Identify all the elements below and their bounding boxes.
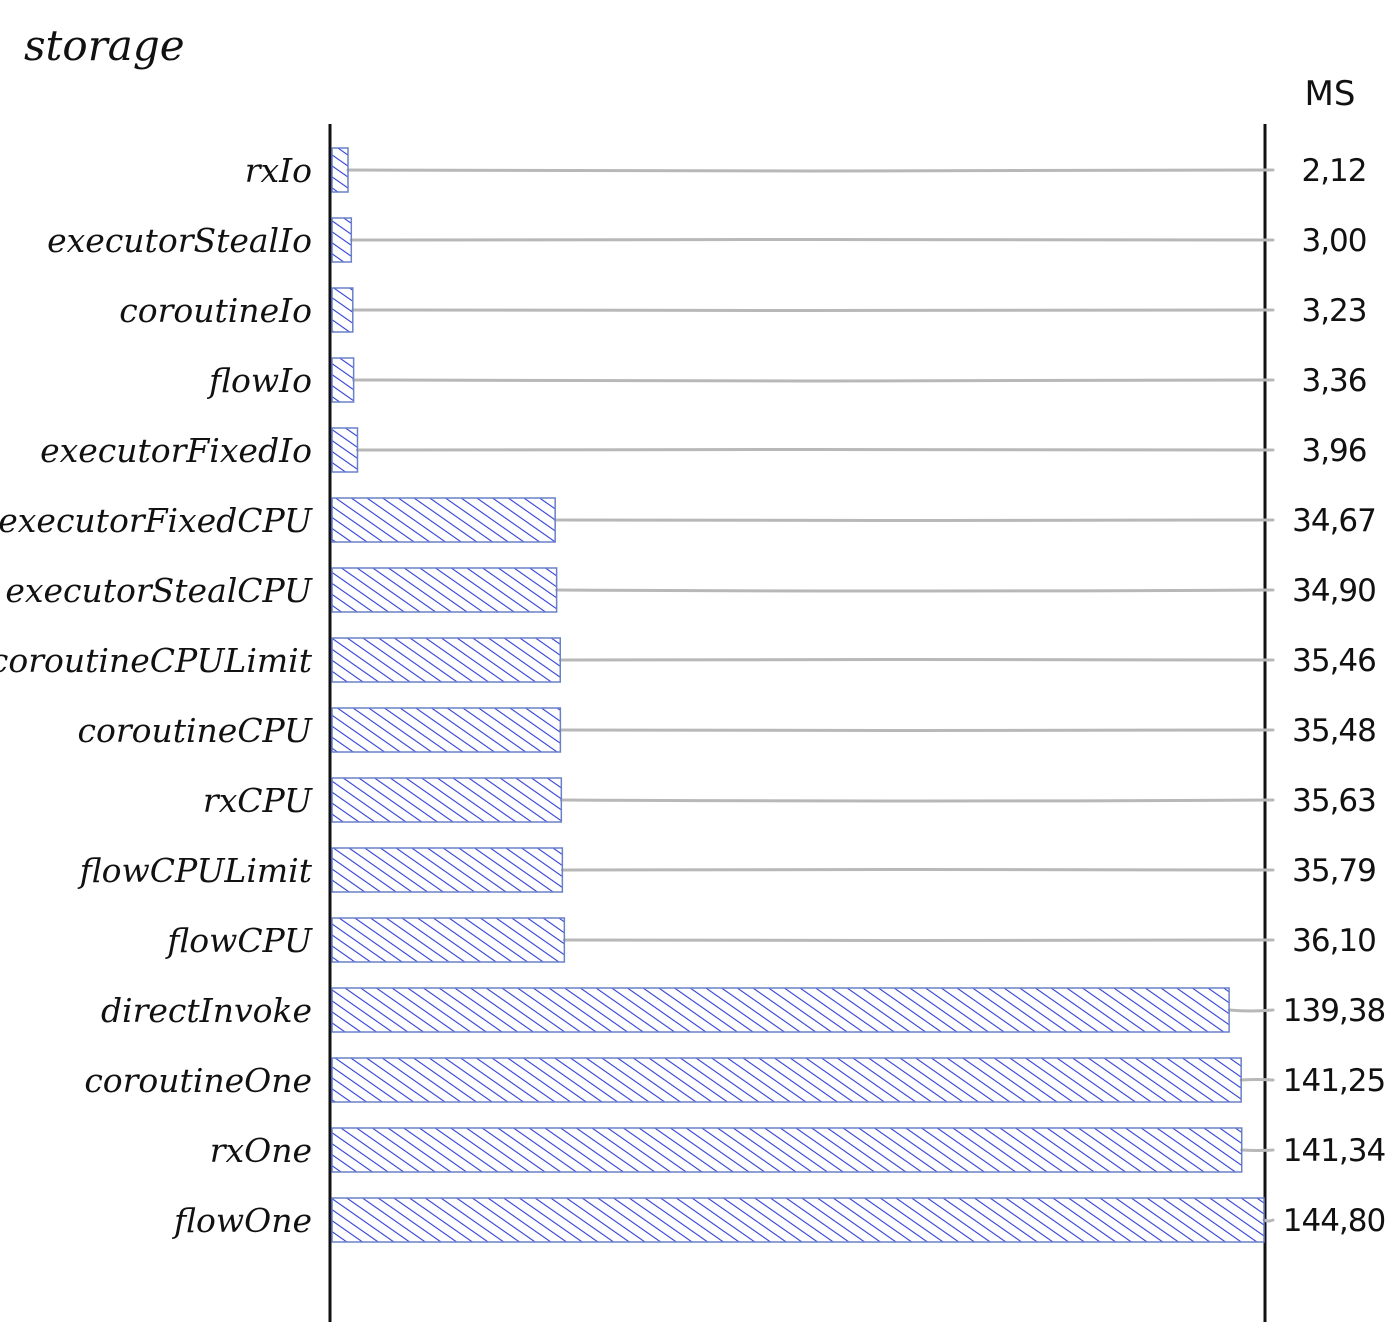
category-label: coroutineIo: [119, 291, 312, 330]
bar: [331, 777, 563, 823]
bar-row: rxCPU 35,63: [203, 777, 1377, 823]
bar-row: executorStealCPU 34,90: [5, 567, 1377, 613]
leader-line: [351, 308, 1275, 312]
category-label: flowCPULimit: [77, 851, 313, 890]
bar-row: flowCPULimit 35,79: [77, 847, 1377, 893]
value-label: 34,90: [1292, 573, 1376, 609]
value-label: 36,10: [1292, 923, 1376, 959]
value-label: 144,80: [1283, 1203, 1385, 1239]
bar-row: rxOne 141,34: [210, 1127, 1386, 1173]
value-label: 35,46: [1292, 643, 1376, 679]
bar: [331, 427, 359, 473]
leader-line: [558, 728, 1275, 732]
bar: [331, 637, 561, 683]
category-label: rxOne: [210, 1131, 312, 1170]
category-label: executorStealIo: [47, 221, 312, 260]
value-label: 3,96: [1301, 433, 1366, 469]
bar: [331, 357, 355, 403]
bar-row: coroutineCPULimit 35,46: [0, 637, 1377, 683]
bar-row: flowIo 3,36: [206, 357, 1368, 403]
leader-line: [558, 658, 1275, 662]
value-label: 141,25: [1283, 1063, 1385, 1099]
bar-row: rxIo 2,12: [245, 147, 1368, 193]
category-label: executorFixedIo: [40, 431, 312, 470]
leader-line: [1227, 1008, 1275, 1013]
category-label: flowCPU: [164, 921, 313, 960]
bar: [331, 287, 354, 333]
bar-row: coroutineIo 3,23: [119, 287, 1368, 333]
leader-line: [1239, 1078, 1275, 1082]
leader-line: [562, 938, 1275, 942]
chart-title: storage: [24, 21, 185, 70]
value-label: 139,38: [1283, 993, 1385, 1029]
bar: [331, 987, 1230, 1033]
unit-label: MS: [1305, 74, 1356, 114]
category-label: coroutineOne: [84, 1061, 312, 1100]
bar: [331, 1057, 1242, 1103]
bar-row: coroutineOne 141,25: [84, 1057, 1386, 1103]
bar-row: flowOne 144,80: [171, 1197, 1386, 1243]
leader-line: [346, 168, 1275, 173]
value-label: 35,79: [1292, 853, 1376, 889]
leader-line: [352, 378, 1275, 383]
value-label: 34,67: [1292, 503, 1376, 539]
category-label: rxIo: [245, 151, 312, 190]
value-label: 3,36: [1301, 363, 1366, 399]
bar: [331, 567, 558, 613]
value-label: 3,23: [1301, 293, 1366, 329]
value-label: 35,63: [1292, 783, 1376, 819]
bar: [331, 707, 562, 753]
category-label: executorFixedCPU: [0, 501, 313, 540]
leader-line: [553, 518, 1275, 522]
category-label: flowOne: [171, 1201, 312, 1240]
bar: [331, 217, 353, 263]
leader-line: [559, 798, 1275, 803]
value-label: 3,00: [1301, 223, 1366, 259]
value-label: 35,48: [1292, 713, 1376, 749]
bar: [331, 1197, 1265, 1243]
category-label: coroutineCPULimit: [0, 641, 313, 680]
bar-row: coroutineCPU 35,48: [77, 707, 1377, 753]
bars-group: rxIo 2,12 executorStealIo 3,00 coroutineIo 3,…: [0, 147, 1386, 1243]
leader-line: [1262, 1218, 1275, 1223]
value-label: 2,12: [1301, 153, 1366, 189]
leader-line: [355, 448, 1275, 452]
bar: [331, 847, 564, 893]
category-label: executorStealCPU: [5, 571, 313, 610]
category-label: rxCPU: [203, 781, 313, 820]
bar-row: flowCPU 36,10: [164, 917, 1377, 963]
bar: [331, 917, 566, 963]
leader-line: [1240, 1148, 1275, 1152]
bar: [331, 147, 349, 193]
category-label: flowIo: [206, 361, 312, 400]
bar: [331, 1127, 1243, 1173]
bar-row: executorFixedCPU 34,67: [0, 497, 1377, 543]
leader-line: [349, 238, 1275, 242]
leader-line: [560, 868, 1275, 872]
bar-row: executorStealIo 3,00: [47, 217, 1368, 263]
category-label: directInvoke: [101, 991, 312, 1030]
category-label: coroutineCPU: [77, 711, 313, 750]
bar: [331, 497, 556, 543]
leader-line: [555, 588, 1275, 593]
bar-row: executorFixedIo 3,96: [40, 427, 1368, 473]
value-label: 141,34: [1283, 1133, 1385, 1169]
bar-row: directInvoke 139,38: [101, 987, 1386, 1033]
